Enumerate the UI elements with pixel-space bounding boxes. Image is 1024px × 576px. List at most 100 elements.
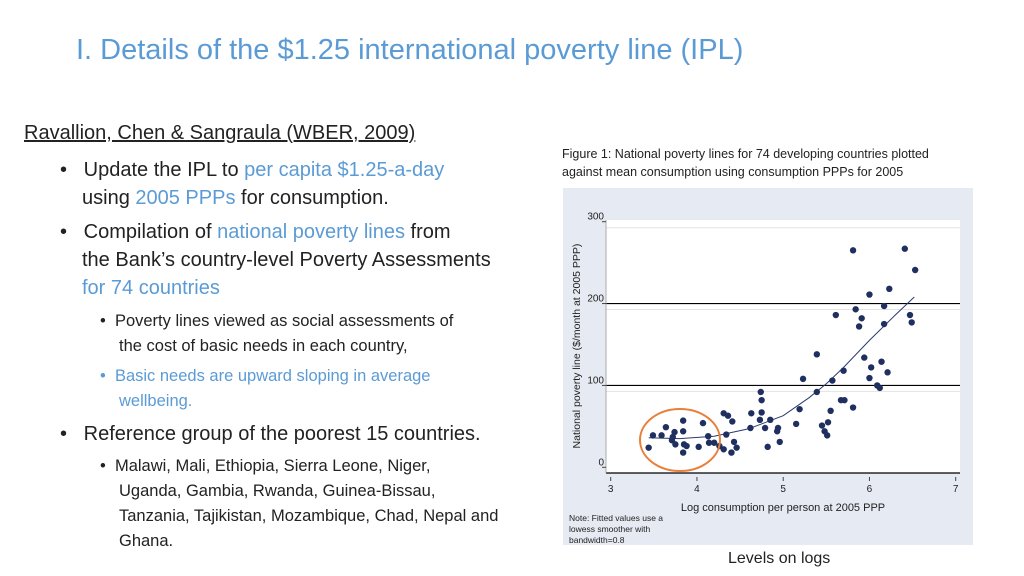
y-tick-label: 200	[587, 294, 604, 305]
bullet-dot: •	[100, 457, 115, 475]
data-point	[720, 446, 727, 453]
text: Ghana.	[119, 532, 174, 550]
note-line: lowess smoother with	[569, 524, 651, 534]
y-tick-label: 100	[587, 375, 604, 386]
data-point	[841, 396, 848, 404]
text: Reference group of the poorest 15 countr…	[83, 423, 481, 445]
data-point	[723, 431, 730, 438]
data-point	[767, 416, 774, 424]
data-point	[884, 369, 891, 376]
data-point	[855, 323, 863, 330]
data-point	[756, 416, 764, 424]
slide-title: I. Details of the $1.25 international po…	[76, 34, 744, 66]
data-point	[747, 424, 754, 432]
data-point	[748, 410, 755, 417]
data-point	[880, 320, 888, 328]
data-point	[824, 419, 832, 426]
highlight-text: national poverty lines	[217, 221, 405, 243]
bullet-update-ipl: • Update the IPL to per capita $1.25-a-d…	[60, 156, 444, 212]
data-point	[662, 423, 670, 431]
data-point	[799, 375, 807, 383]
text: Basic needs are upward sloping in averag…	[114, 367, 431, 385]
x-tick-label: 7	[953, 484, 959, 495]
data-point	[724, 412, 732, 419]
data-point	[679, 449, 687, 456]
data-point	[849, 404, 857, 411]
data-point	[774, 424, 782, 432]
bullet-dot: •	[100, 312, 115, 330]
data-point	[683, 442, 690, 450]
text: Update the IPL to	[83, 159, 245, 181]
x-tick-label: 4	[694, 484, 700, 495]
levels-on-logs-label: Levels on logs	[728, 550, 831, 567]
data-point	[695, 443, 702, 451]
data-point	[880, 302, 888, 310]
data-point	[858, 315, 865, 322]
data-point	[796, 405, 803, 413]
data-point	[672, 441, 679, 448]
text: Malawi, Mali, Ethiopia, Sierra Leone, Ni…	[114, 457, 431, 475]
subbullet-basic-needs: • Basic needs are upward sloping in aver…	[100, 364, 430, 414]
data-point	[699, 419, 707, 427]
highlight-text: 2005 PPPs	[135, 187, 236, 209]
scatter-chart: 0 100 200 300 3 4 5 6 7 Log consumption per pers…	[563, 188, 973, 545]
data-point	[901, 245, 909, 252]
note-line: bandwidth=0.8	[569, 535, 625, 545]
data-point	[911, 266, 919, 274]
note-line: Note: Fitted values use a	[569, 513, 663, 523]
data-point	[669, 433, 676, 441]
data-point	[908, 319, 915, 326]
text: for consumption.	[235, 187, 389, 209]
data-point	[827, 407, 834, 415]
bullet-dot: •	[100, 367, 115, 385]
caption-line: Figure 1: National poverty lines for 74 …	[562, 147, 929, 161]
text: the cost of basic needs in each country,	[119, 337, 408, 355]
subbullet-country-list: • Malawi, Mali, Ethiopia, Sierra Leone, …	[100, 454, 498, 554]
data-point	[840, 367, 847, 374]
highlight-text: for 74 countries	[82, 277, 220, 299]
text: Uganda, Gambia, Rwanda, Guinea-Bissau,	[119, 482, 436, 500]
data-point	[705, 439, 713, 446]
data-point	[829, 377, 836, 384]
data-point	[876, 384, 883, 392]
data-point	[764, 443, 771, 451]
subbullet-social-assessments: • Poverty lines viewed as social assessm…	[100, 309, 453, 359]
y-axis-label: National poverty line ($/month at 2005 P…	[571, 244, 583, 449]
data-point	[818, 422, 826, 429]
bullet-dot: •	[60, 423, 84, 445]
y-tick-label: 300	[587, 212, 604, 223]
text: Compilation of	[83, 221, 218, 243]
data-point	[866, 374, 873, 382]
data-point	[733, 444, 740, 451]
data-point	[867, 364, 875, 371]
data-point	[730, 438, 738, 446]
data-point	[704, 432, 712, 440]
bullet-dot: •	[60, 159, 84, 181]
data-point	[728, 449, 735, 456]
text: Tanzania, Tajikistan, Mozambique, Chad, …	[119, 507, 499, 525]
reference-heading: Ravallion, Chen & Sangraula (WBER, 2009)	[24, 122, 416, 144]
x-tick-label: 6	[867, 484, 873, 495]
data-point	[823, 432, 831, 439]
text: from	[404, 221, 451, 243]
x-axis-label: Log consumption per person at 2005 PPP	[681, 502, 885, 514]
data-point	[761, 424, 769, 432]
data-point	[757, 388, 764, 396]
highlight-text: per capita $1.25-a-day	[244, 159, 445, 181]
data-point	[906, 311, 914, 319]
data-point	[776, 438, 783, 446]
data-point	[679, 428, 687, 435]
data-point	[679, 417, 687, 424]
data-point	[792, 420, 800, 428]
data-point	[758, 409, 765, 416]
lowess-fit-line	[648, 296, 915, 440]
caption-line: against mean consumption using consumpti…	[562, 165, 904, 179]
data-point	[878, 358, 885, 365]
bullet-reference-group: • Reference group of the poorest 15 coun…	[60, 420, 481, 448]
data-point	[758, 396, 765, 404]
data-point	[645, 444, 652, 451]
text: Poverty lines viewed as social assessmen…	[114, 312, 454, 330]
data-point	[852, 306, 859, 313]
data-point	[711, 439, 718, 446]
bullet-compilation: • Compilation of national poverty lines …	[60, 218, 491, 302]
